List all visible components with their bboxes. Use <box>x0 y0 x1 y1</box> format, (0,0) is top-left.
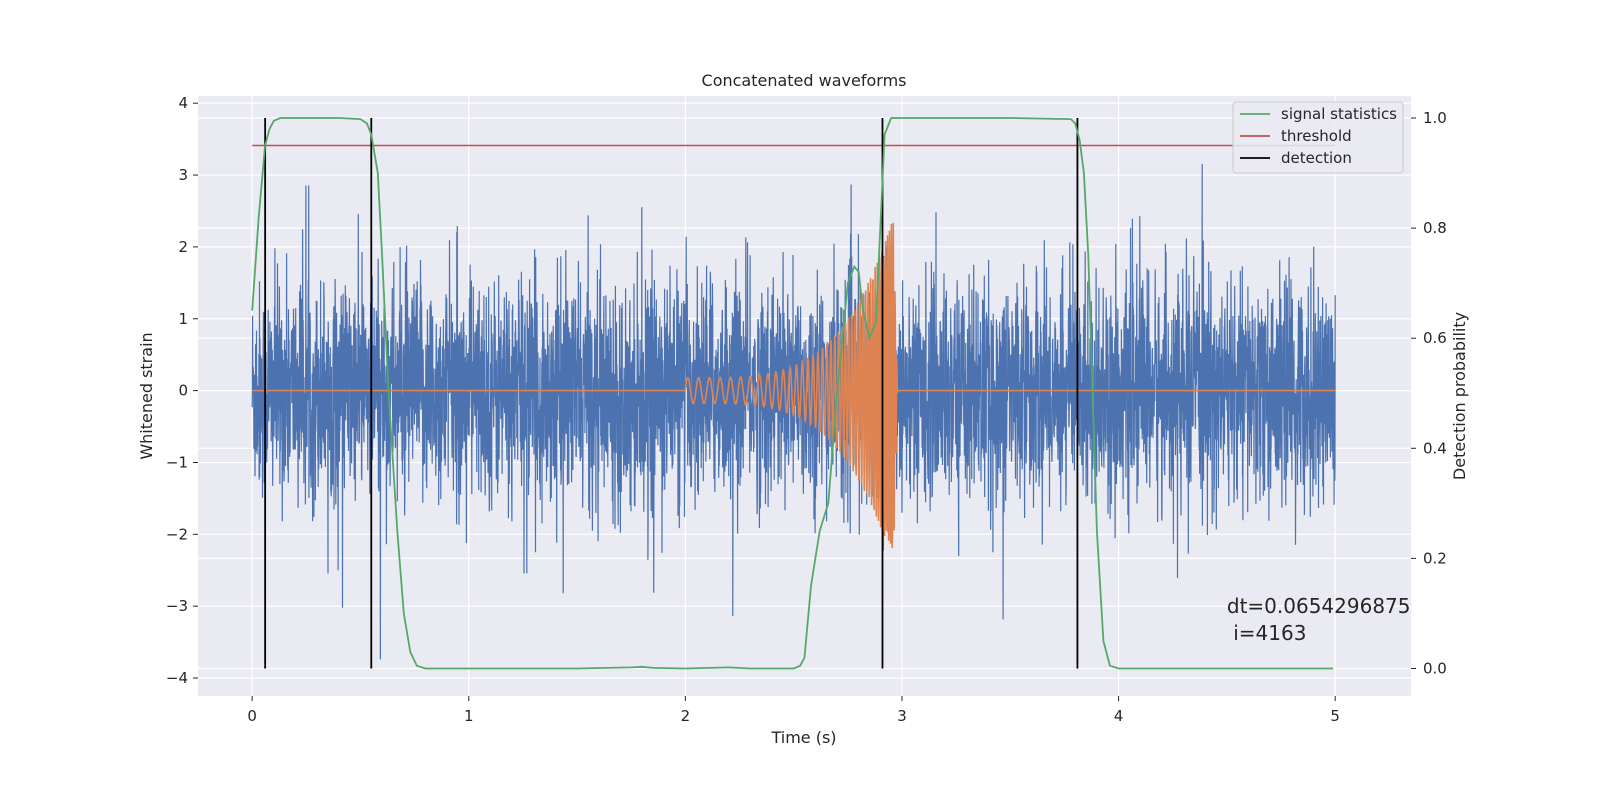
y-tick-label-right: 0.2 <box>1423 549 1447 567</box>
series-noise-line <box>251 163 1336 660</box>
legend: signal statistics threshold detection <box>1232 101 1404 174</box>
y-tick-label-left: −1 <box>166 453 188 471</box>
y-tick-label-left: −4 <box>166 669 188 687</box>
legend-box <box>1232 101 1404 174</box>
chart-title: Concatenated waveforms <box>702 71 907 90</box>
y-tick-label-left: 2 <box>178 238 188 256</box>
y-tick-label-left: 1 <box>178 310 188 328</box>
x-tick-label: 1 <box>464 707 474 725</box>
detection-lines <box>264 118 1079 669</box>
x-tick-label: 0 <box>247 707 257 725</box>
x-tick-label: 2 <box>681 707 691 725</box>
x-axis-label: Time (s) <box>770 728 836 747</box>
y-tick-label-left: −2 <box>166 525 188 543</box>
annotation-index: i=4163 <box>1227 621 1307 645</box>
plot-area <box>251 117 1336 670</box>
legend-label-threshold: threshold <box>1281 127 1352 145</box>
x-tick-label: 3 <box>897 707 907 725</box>
signal-statistics-line <box>251 117 1333 670</box>
y-axis-label-right: Detection probability <box>1450 312 1469 480</box>
y-tick-label-left: 3 <box>178 166 188 184</box>
legend-label-signal-statistics: signal statistics <box>1281 105 1397 123</box>
y-tick-label-right: 0.6 <box>1423 329 1447 347</box>
y-axis-label-left: Whitened strain <box>137 332 156 459</box>
y-tick-label-left: −3 <box>166 597 188 615</box>
y-tick-label-left: 0 <box>178 382 188 400</box>
y-tick-label-right: 0.0 <box>1423 659 1447 677</box>
legend-label-detection: detection <box>1281 149 1352 167</box>
x-tick-label: 4 <box>1114 707 1124 725</box>
y-tick-label-left: 4 <box>178 94 188 112</box>
y-tick-label-right: 1.0 <box>1423 109 1447 127</box>
axis-ticks: 0 1 2 3 4 5 −4 −3 −2 −1 0 1 2 3 4 0.0 0.2 0.4 0.6 0.8 1.0 <box>166 94 1447 725</box>
y-tick-label-right: 0.8 <box>1423 219 1447 237</box>
annotation-dt: dt=0.0654296875 <box>1227 594 1411 618</box>
x-tick-label: 5 <box>1330 707 1340 725</box>
series-chirp-line <box>252 222 1336 549</box>
y-tick-label-right: 0.4 <box>1423 439 1447 457</box>
